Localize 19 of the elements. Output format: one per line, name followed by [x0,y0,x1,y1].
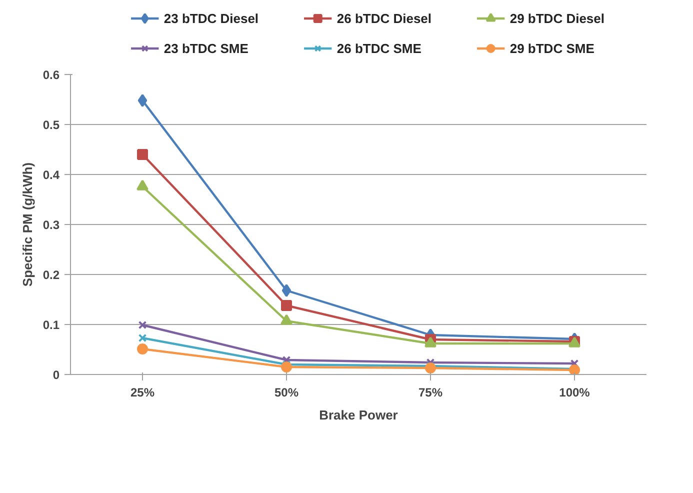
x-tick-label: 75% [418,386,443,400]
y-axis-title: Specific PM (g/kWh) [20,162,35,287]
y-tick-label: 0 [52,368,60,382]
legend-label: 23 bTDC SME [164,41,249,56]
legend-label: 26 bTDC Diesel [336,11,432,26]
y-tick-label: 0.3 [42,218,60,232]
x-tick-label: 25% [130,386,155,400]
legend-label: 26 bTDC SME [336,41,422,56]
x-tick-label: 100% [559,386,590,400]
y-tick-label: 0.5 [42,118,60,132]
legend-label: 29 bTDC Diesel [510,11,605,26]
legend-label: 29 bTDC SME [510,41,595,56]
x-tick-label: 50% [274,386,299,400]
y-tick-label: 0.1 [42,318,60,332]
legend-label: 23 bTDC Diesel [164,11,259,26]
x-axis-title: Brake Power [319,408,398,422]
y-tick-label: 0.4 [42,168,60,182]
y-tick-label: 0.6 [42,68,60,82]
y-tick-label: 0.2 [42,268,60,282]
